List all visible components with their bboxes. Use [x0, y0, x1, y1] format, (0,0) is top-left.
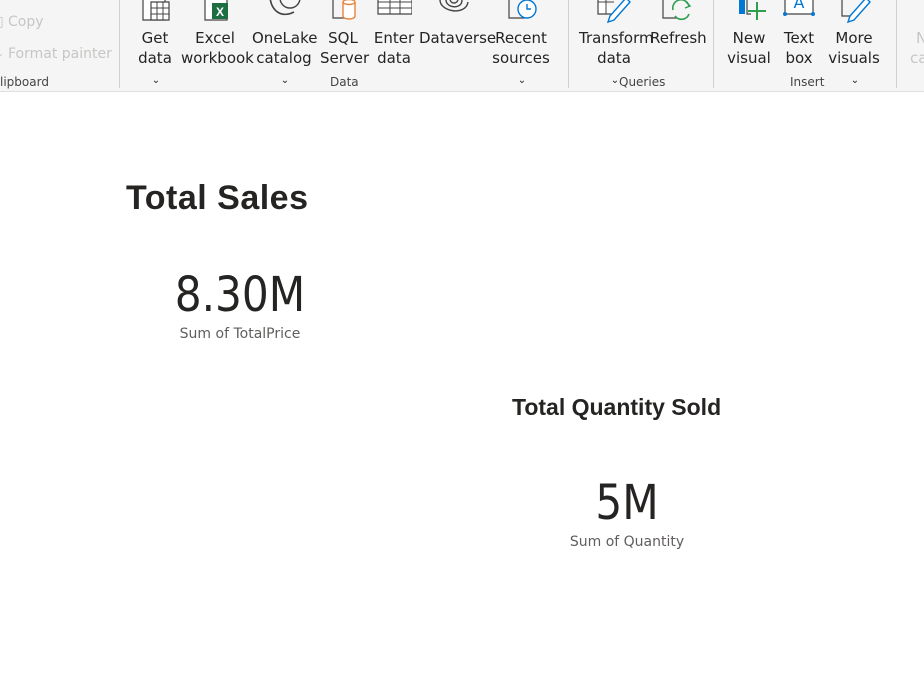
- svg-text:A: A: [794, 0, 805, 12]
- total-quantity-value: 5M: [595, 475, 659, 531]
- chevron-down-icon: ⌄: [517, 75, 527, 86]
- more-visuals-icon: [841, 0, 871, 24]
- refresh-button[interactable]: Refresh: [650, 0, 707, 70]
- table-icon: [142, 0, 170, 21]
- sql-server-button[interactable]: SQL Server: [320, 0, 369, 70]
- recent-sources-icon: [508, 0, 537, 19]
- grid-icon: [377, 0, 412, 15]
- total-sales-value: 8.30M: [174, 267, 306, 323]
- group-separator: [568, 0, 569, 88]
- onelake-catalog-button[interactable]: OneLake catalog ⌄: [252, 0, 317, 86]
- more-visuals-button[interactable]: More visuals ⌄: [823, 0, 885, 86]
- chevron-down-icon: ⌄: [151, 75, 161, 86]
- copy-button[interactable]: ▯Copy: [0, 14, 44, 30]
- svg-text:X: X: [216, 5, 224, 19]
- total-quantity-title: Total Quantity Sold: [512, 394, 722, 420]
- format-painter-button[interactable]: ⸝Format painter: [0, 44, 112, 63]
- chevron-down-icon: ⌄: [610, 75, 620, 86]
- format-painter-icon: ⸝: [0, 44, 8, 63]
- queries-group-label: Queries: [619, 75, 666, 89]
- transform-data-icon: [597, 0, 631, 24]
- excel-workbook-button[interactable]: X Excel workbook: [181, 0, 254, 70]
- insert-group-label: Insert: [790, 75, 825, 89]
- chevron-down-icon: ⌄: [850, 75, 860, 86]
- group-separator: [713, 0, 714, 88]
- report-canvas: Total Sales 8.30M Sum of TotalPrice Tota…: [0, 92, 924, 677]
- new-visual-icon: [739, 0, 766, 20]
- onelake-icon: [269, 0, 301, 16]
- dataverse-button[interactable]: Dataverse: [419, 0, 496, 70]
- excel-icon: X: [204, 0, 228, 21]
- get-data-button[interactable]: Get data ⌄: [131, 0, 179, 86]
- transform-data-button[interactable]: Transform data ⌄: [579, 0, 654, 86]
- dataverse-icon: [439, 0, 469, 12]
- total-sales-label: Sum of TotalPrice: [179, 326, 301, 342]
- group-separator: [896, 0, 897, 88]
- enter-data-button[interactable]: Enter data: [372, 0, 416, 70]
- text-box-icon: A: [783, 0, 815, 16]
- ribbon: ▯Copy ⸝Format painter lipboard Getdata⌄ …: [0, 0, 924, 92]
- clipboard-group-label: lipboard: [0, 75, 49, 89]
- database-icon: [332, 0, 356, 20]
- copy-icon: ▯: [0, 14, 8, 30]
- cutoff-ribbon-button[interactable]: Nca: [910, 29, 924, 67]
- text-box-button[interactable]: A Text box: [778, 0, 820, 70]
- total-sales-title: Total Sales: [126, 179, 309, 217]
- total-quantity-label: Sum of Quantity: [569, 534, 685, 550]
- group-separator: [119, 0, 120, 88]
- chevron-down-icon: ⌄: [280, 75, 290, 86]
- refresh-icon: [662, 0, 692, 21]
- data-group-label: Data: [330, 75, 359, 89]
- new-visual-button[interactable]: New visual: [726, 0, 772, 70]
- recent-sources-button[interactable]: Recent sources ⌄: [489, 0, 553, 86]
